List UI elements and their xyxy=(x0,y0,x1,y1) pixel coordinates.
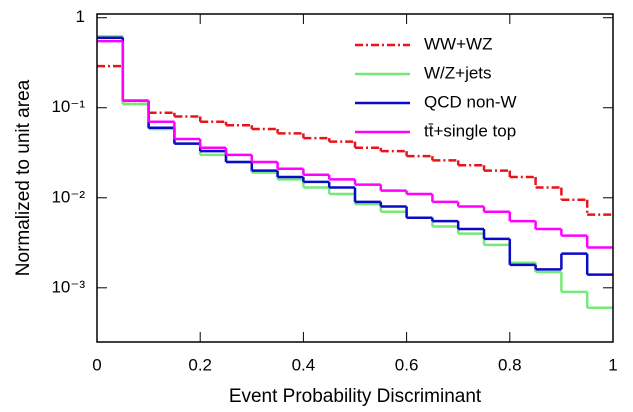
legend-label: W/Z+jets xyxy=(424,63,492,82)
step-riser xyxy=(121,41,589,248)
step-riser xyxy=(121,36,589,308)
x-tick-label: 1 xyxy=(608,355,617,374)
y-tick-label: 10⁻³ xyxy=(51,277,85,296)
x-tick-label: 0.8 xyxy=(498,355,522,374)
legend-label: QCD non-W xyxy=(424,92,517,111)
x-tick-label: 0.6 xyxy=(395,355,419,374)
plot-frame xyxy=(96,13,614,343)
y-tick-label: 10⁻¹ xyxy=(51,97,85,116)
x-tick-label: 0.4 xyxy=(292,355,316,374)
y-axis-label: Normalized to unit area xyxy=(13,79,34,276)
y-tick-label: 1 xyxy=(76,7,85,26)
x-axis-label: Event Probability Discriminant xyxy=(229,386,482,407)
x-tick-label: 0.2 xyxy=(188,355,212,374)
legend-label: WW+WZ xyxy=(424,34,492,53)
y-tick-label: 10⁻² xyxy=(51,187,85,206)
x-tick-label: 0 xyxy=(92,355,101,374)
legend-label: tt̄+single top xyxy=(424,121,516,140)
